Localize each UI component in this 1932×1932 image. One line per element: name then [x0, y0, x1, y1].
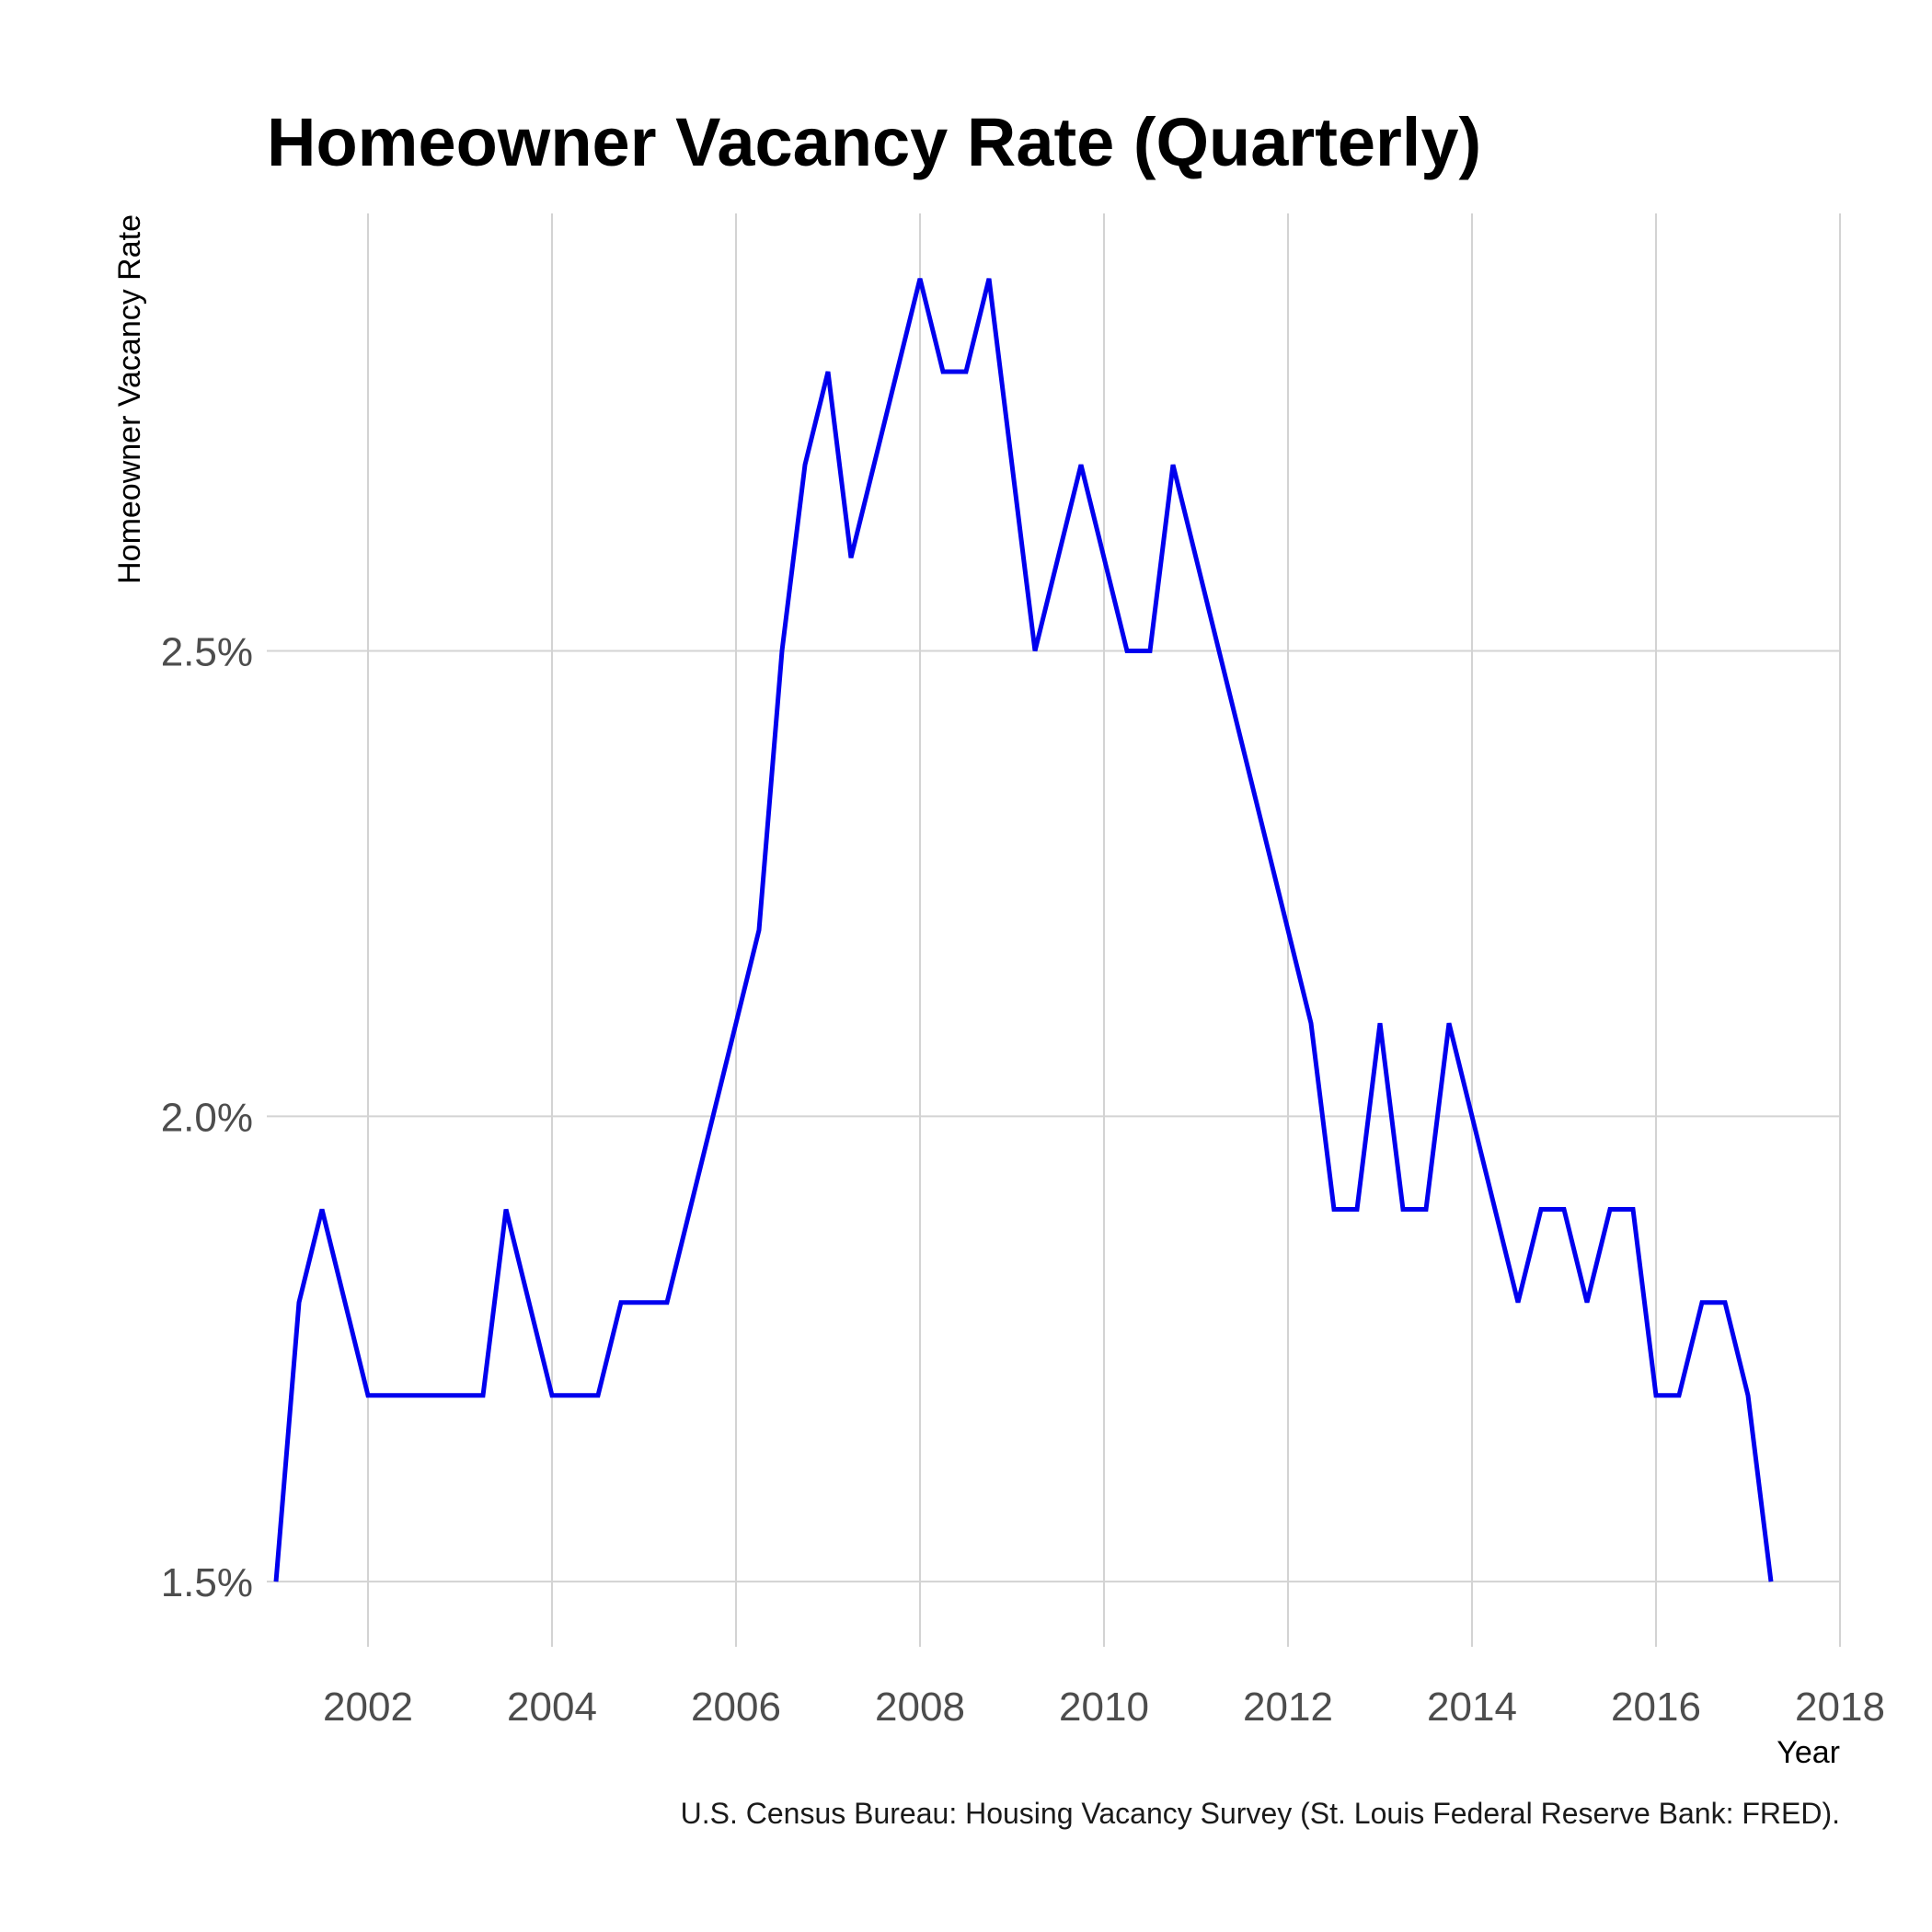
series-line [273, 278, 1774, 1582]
data-point [1193, 555, 1199, 560]
data-point [917, 276, 923, 282]
y-tick-label: 2.0% [161, 1095, 253, 1140]
data-point [388, 1393, 394, 1398]
data-point [825, 369, 831, 374]
data-point [572, 1393, 578, 1398]
data-point [273, 1579, 279, 1584]
data-point [1239, 742, 1245, 747]
x-tick-label: 2012 [1243, 1685, 1333, 1730]
data-point [1216, 648, 1222, 653]
x-tick-label: 2010 [1059, 1685, 1149, 1730]
data-point [1078, 462, 1084, 467]
tick-labels: 2002 2004 2006 2008 2010 2012 2014 2016 2018 1.5%… [161, 629, 1885, 1730]
x-tick-label: 2002 [323, 1685, 413, 1730]
data-point [526, 1300, 532, 1305]
data-point [342, 1300, 348, 1305]
data-point [549, 1393, 555, 1398]
data-point [940, 369, 946, 374]
data-point [480, 1393, 486, 1398]
x-tick-label: 2006 [691, 1685, 781, 1730]
data-point [457, 1393, 463, 1398]
chart-caption: U.S. Census Bureau: Housing Vacancy Surv… [681, 1797, 1840, 1830]
x-tick-label: 2004 [507, 1685, 597, 1730]
data-point [319, 1207, 325, 1213]
data-point [1032, 648, 1038, 653]
data-point [1400, 1207, 1406, 1213]
data-point [1584, 1300, 1590, 1305]
x-tick-label: 2014 [1427, 1685, 1517, 1730]
data-point [1262, 834, 1268, 840]
data-point [1101, 555, 1107, 560]
data-point [365, 1393, 371, 1398]
data-point [710, 1113, 716, 1119]
data-point [848, 555, 854, 560]
data-point [756, 927, 762, 933]
data-point [1768, 1579, 1774, 1584]
data-point [779, 648, 785, 653]
data-point [1653, 1393, 1659, 1398]
data-point [894, 369, 900, 374]
data-point [1515, 1300, 1521, 1305]
data-point [411, 1393, 417, 1398]
y-tick-label: 2.5% [161, 629, 253, 674]
data-point [1377, 1020, 1383, 1026]
data-point [1699, 1300, 1705, 1305]
data-point [1124, 648, 1130, 653]
x-tick-label: 2008 [875, 1685, 965, 1730]
data-point [1607, 1207, 1613, 1213]
data-point [1331, 1207, 1337, 1213]
data-point [1147, 648, 1153, 653]
data-point [618, 1300, 624, 1305]
data-point [641, 1300, 647, 1305]
data-point [1630, 1207, 1636, 1213]
data-point [1745, 1393, 1751, 1398]
data-point [1561, 1207, 1567, 1213]
data-point [434, 1393, 440, 1398]
y-tick-label: 1.5% [161, 1560, 253, 1605]
chart-title: Homeowner Vacancy Rate (Quarterly) [267, 104, 1481, 180]
data-point [733, 1020, 739, 1026]
data-point [1423, 1207, 1429, 1213]
data-point [1170, 462, 1176, 467]
data-point [1538, 1207, 1544, 1213]
data-point [687, 1207, 693, 1213]
data-point [1722, 1300, 1728, 1305]
data-point [1446, 1020, 1452, 1026]
data-point [1492, 1207, 1498, 1213]
x-axis-label: Year [1777, 1735, 1840, 1770]
x-tick-label: 2016 [1611, 1685, 1701, 1730]
data-point [986, 276, 992, 282]
data-point [296, 1300, 302, 1305]
data-point [871, 462, 877, 467]
series-layer [273, 276, 1774, 1584]
data-point [963, 369, 969, 374]
grid [267, 213, 1841, 1647]
data-point [1285, 927, 1291, 933]
y-axis-label: Homeowner Vacancy Rate [112, 214, 147, 584]
data-point [802, 462, 808, 467]
data-point [595, 1393, 601, 1398]
data-point [1354, 1207, 1360, 1213]
data-point [1676, 1393, 1682, 1398]
data-point [664, 1300, 670, 1305]
data-point [1055, 555, 1061, 560]
data-point [1308, 1020, 1314, 1026]
data-point [1469, 1113, 1475, 1119]
data-point [1009, 462, 1015, 467]
data-point [503, 1207, 509, 1213]
x-tick-label: 2018 [1795, 1685, 1885, 1730]
